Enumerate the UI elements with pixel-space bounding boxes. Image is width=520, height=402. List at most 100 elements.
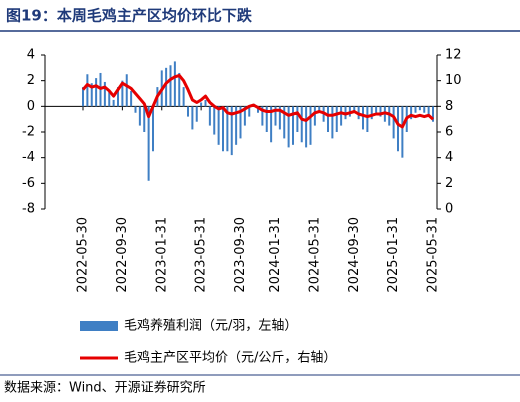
bar <box>292 106 294 145</box>
bar <box>222 106 224 152</box>
bar <box>134 106 137 113</box>
bar <box>362 106 364 130</box>
bar <box>187 106 189 117</box>
bar <box>261 106 264 126</box>
x-tick-label: 2024-09-30 <box>347 217 362 293</box>
x-tick-label: 2025-01-31 <box>386 217 401 293</box>
source: 数据来源：Wind、开源证券研究所 <box>4 380 206 396</box>
bar <box>327 106 329 132</box>
bar <box>270 106 273 143</box>
y-tick-label: -4 <box>22 150 35 165</box>
bar <box>397 106 399 152</box>
bar <box>226 106 229 152</box>
bar <box>169 65 172 107</box>
y2-tick-label: 0 <box>445 202 453 217</box>
bar <box>313 106 316 126</box>
y-tick-label: 2 <box>27 73 35 88</box>
bar <box>152 106 154 152</box>
bar <box>117 87 119 107</box>
bar <box>173 61 176 107</box>
line <box>81 74 434 129</box>
bar <box>366 106 369 132</box>
bar <box>165 67 168 107</box>
bar <box>410 106 413 120</box>
bar <box>195 106 198 122</box>
bar <box>388 106 391 126</box>
bar <box>379 106 382 117</box>
bar <box>418 106 421 111</box>
bar <box>112 99 115 107</box>
bar <box>230 106 233 156</box>
bar <box>213 106 216 135</box>
legend-label: 毛鸡养殖利润（元/羽，左轴） <box>124 318 297 334</box>
y-tick-label: 4 <box>27 48 35 63</box>
bar <box>283 106 286 139</box>
bar <box>125 74 128 107</box>
bar <box>296 106 299 132</box>
bar <box>147 106 150 181</box>
y2-tick-label: 4 <box>445 150 453 165</box>
bar <box>182 87 185 107</box>
bar <box>423 106 426 113</box>
bar <box>130 90 133 107</box>
y2-tick-label: 10 <box>445 73 462 88</box>
bar <box>143 106 146 132</box>
x-tick-label: 2023-05-31 <box>194 217 209 293</box>
y2-tick-label: 8 <box>445 99 453 114</box>
x-tick-label: 2024-05-31 <box>307 217 322 293</box>
bar <box>108 90 111 107</box>
bar <box>86 74 89 107</box>
legend-label: 毛鸡主产区平均价（元/公斤，右轴） <box>124 350 336 366</box>
bar <box>287 106 290 148</box>
bar <box>331 106 334 139</box>
bar <box>200 102 203 107</box>
bar <box>204 99 207 107</box>
bar <box>121 80 124 107</box>
bar <box>208 106 211 126</box>
bar <box>82 87 84 107</box>
bar <box>392 106 395 139</box>
y-tick-label: -2 <box>22 125 35 140</box>
x-tick-label: 2023-01-31 <box>154 217 169 293</box>
bar <box>235 106 238 145</box>
bar <box>305 106 308 148</box>
y2-tick-label: 2 <box>445 176 453 191</box>
x-tick-label: 2022-09-30 <box>115 217 130 293</box>
bar <box>370 106 373 120</box>
bar <box>265 106 268 132</box>
y2-tick-label: 12 <box>445 48 462 63</box>
bar <box>300 106 303 143</box>
bar <box>217 106 220 145</box>
x-tick-label: 2025-05-31 <box>426 217 441 293</box>
bar <box>243 106 246 126</box>
y2-tick-label: 6 <box>445 125 453 140</box>
bar <box>138 106 141 126</box>
x-tick-label: 2024-01-31 <box>268 217 283 293</box>
bar <box>309 106 312 145</box>
chart-title: 图19：本周毛鸡主产区均价环比下跌 <box>6 7 253 25</box>
bar <box>427 106 430 117</box>
bar <box>103 81 106 107</box>
bar <box>335 106 338 132</box>
bar <box>248 106 251 117</box>
bar <box>191 106 194 130</box>
bar <box>353 106 356 113</box>
bar <box>95 78 98 107</box>
bar <box>414 106 417 113</box>
bar <box>239 106 242 139</box>
bar <box>257 106 259 113</box>
bar <box>178 72 181 107</box>
y-tick-label: 0 <box>27 99 35 114</box>
x-tick-label: 2023-09-30 <box>233 217 248 293</box>
bar <box>340 106 343 126</box>
bar <box>274 106 277 126</box>
bar <box>90 83 93 107</box>
bar <box>401 106 404 158</box>
bar <box>375 106 378 113</box>
bar <box>432 106 434 122</box>
bar <box>278 106 281 130</box>
bar <box>318 106 321 113</box>
x-tick-label: 2022-05-30 <box>76 217 91 293</box>
y-tick-label: -6 <box>22 176 35 191</box>
